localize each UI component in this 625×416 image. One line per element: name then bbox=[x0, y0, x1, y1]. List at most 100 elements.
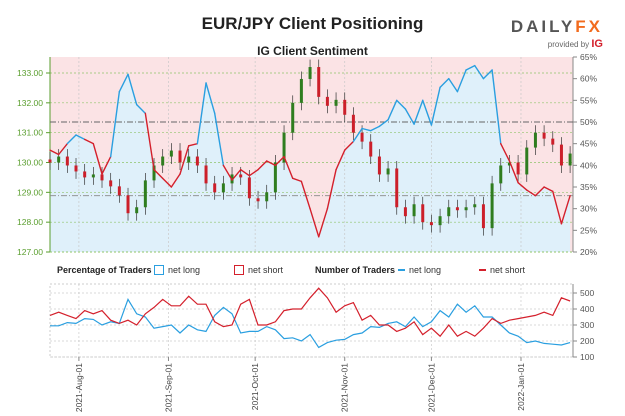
legend-pct-title: Percentage of Traders bbox=[57, 265, 152, 275]
legend-num-short: net short bbox=[479, 265, 525, 275]
net-long-pct-segment bbox=[344, 140, 355, 151]
net-long-pct-segment bbox=[439, 77, 450, 89]
price-tick-label: 129.00 bbox=[17, 187, 43, 197]
net-long-pct-segment bbox=[214, 112, 225, 167]
net-long-pct-segment bbox=[465, 64, 476, 71]
candle bbox=[351, 114, 355, 133]
net-long-pct-segment bbox=[552, 190, 563, 225]
net-long-pct-segment bbox=[109, 90, 121, 158]
pct-tick-label: 55% bbox=[580, 95, 597, 105]
candle bbox=[109, 180, 113, 187]
net-long-pct-segment bbox=[352, 127, 363, 143]
pct-tick-label: 45% bbox=[580, 139, 597, 149]
candle bbox=[403, 207, 407, 217]
candle bbox=[213, 183, 217, 193]
net-long-pct-segment bbox=[474, 64, 485, 80]
pct-tick-label: 20% bbox=[580, 247, 597, 257]
net-long-pct-segment bbox=[361, 127, 372, 132]
net-long-pct-segment bbox=[335, 149, 346, 171]
net-long-pct-segment bbox=[309, 207, 320, 238]
candle bbox=[429, 222, 433, 226]
net-long-pct-segment bbox=[508, 160, 519, 184]
net-long-pct-segment bbox=[413, 99, 424, 125]
net-short-count-line bbox=[49, 287, 571, 338]
net-long-pct-segment bbox=[135, 103, 147, 115]
candle bbox=[143, 180, 147, 208]
net-long-pct-segment bbox=[240, 168, 251, 177]
net-long-pct-segment bbox=[248, 168, 259, 177]
candle bbox=[152, 165, 156, 181]
candle bbox=[247, 177, 251, 199]
candle bbox=[204, 165, 208, 184]
legend-num-long-text: net long bbox=[409, 265, 442, 275]
net-long-pct-segment bbox=[118, 73, 129, 93]
net-long-pct-segment bbox=[500, 142, 511, 162]
net-short-swatch-icon bbox=[234, 265, 244, 275]
legend-pct-long-text: net long bbox=[168, 265, 201, 275]
net-long-pct-segment bbox=[66, 134, 77, 145]
net-short-line-icon bbox=[479, 269, 486, 271]
logo-main: DAILY bbox=[510, 17, 576, 36]
net-long-pct-segment bbox=[92, 142, 103, 175]
net-long-pct-segment bbox=[318, 207, 329, 238]
net-long-pct-segment bbox=[370, 125, 381, 132]
net-long-pct-segment bbox=[422, 99, 433, 126]
net-long-pct-segment bbox=[283, 155, 294, 180]
candle bbox=[525, 147, 529, 175]
net-long-pct-segment bbox=[300, 180, 311, 210]
date-tick-label: 2021-Nov-01 bbox=[340, 363, 350, 412]
candle bbox=[533, 132, 537, 148]
net-long-area bbox=[50, 65, 571, 252]
net-long-pct-segment bbox=[222, 164, 233, 181]
candle bbox=[74, 165, 78, 172]
net-long-pct-segment bbox=[170, 173, 181, 188]
candle bbox=[334, 99, 338, 106]
candle bbox=[499, 165, 503, 184]
candle bbox=[395, 168, 399, 208]
candle bbox=[291, 102, 295, 133]
net-long-pct-segment bbox=[482, 69, 493, 80]
net-long-pct-segment bbox=[396, 99, 407, 110]
candle bbox=[386, 168, 390, 175]
net-long-pct-segment bbox=[378, 119, 389, 128]
provided-by-text: provided by bbox=[547, 40, 590, 49]
legend-pct-long: net long bbox=[154, 265, 200, 275]
candle bbox=[507, 162, 511, 166]
candle bbox=[256, 198, 260, 202]
net-long-pct-segment bbox=[187, 142, 199, 147]
candle bbox=[126, 195, 130, 214]
net-long-pct-segment bbox=[292, 177, 303, 183]
price-tick-label: 132.00 bbox=[17, 98, 43, 108]
legend-num-title-text: Number of Traders bbox=[315, 265, 396, 275]
net-long-pct-segment bbox=[456, 69, 467, 93]
candle bbox=[161, 156, 165, 166]
date-tick-label: 2021-Sep-01 bbox=[163, 363, 173, 412]
net-long-count-line bbox=[50, 298, 571, 349]
candle bbox=[178, 150, 182, 163]
price-tick-label: 127.00 bbox=[17, 247, 43, 257]
date-tick-label: 2021-Oct-01 bbox=[250, 363, 260, 411]
candle bbox=[369, 141, 373, 157]
pct-tick-label: 35% bbox=[580, 182, 597, 192]
candle bbox=[455, 207, 459, 211]
net-long-swatch-icon bbox=[154, 265, 164, 275]
net-long-pct-segment bbox=[161, 177, 173, 188]
net-long-pct-segment bbox=[179, 145, 190, 175]
legend-num-title: Number of Traders bbox=[315, 265, 395, 275]
net-long-pct-segment bbox=[49, 149, 60, 156]
price-tick-label: 131.00 bbox=[17, 128, 43, 138]
legend-pct-short-text: net short bbox=[248, 265, 284, 275]
net-long-pct-segment bbox=[153, 168, 164, 180]
legend-pct-title-text: Percentage of Traders bbox=[57, 265, 152, 275]
provided-by: provided by IG bbox=[548, 38, 603, 50]
ig-logo: IG bbox=[591, 38, 603, 50]
candle bbox=[317, 67, 321, 97]
net-long-pct-segment bbox=[83, 138, 95, 145]
net-long-pct-segment bbox=[543, 186, 554, 193]
candle bbox=[48, 159, 52, 163]
candle bbox=[325, 96, 329, 106]
date-tick-label: 2022-Jan-01 bbox=[516, 363, 526, 411]
candle bbox=[57, 156, 61, 163]
